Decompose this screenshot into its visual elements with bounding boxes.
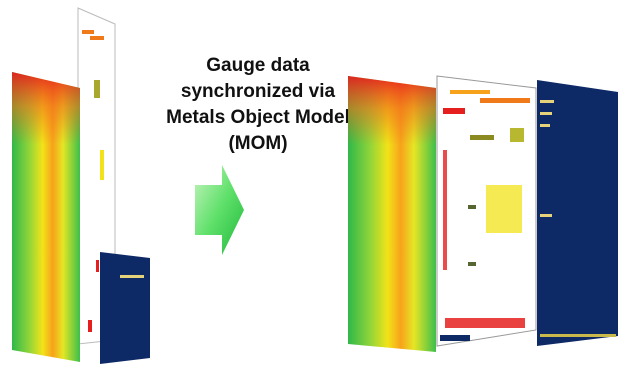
cell (94, 80, 100, 98)
source-panels (12, 8, 150, 364)
caption-line: Gauge data (206, 55, 310, 76)
navy-panel (100, 252, 150, 364)
caption: Gauge data synchronized via Metals Objec… (166, 55, 350, 154)
cell (90, 36, 104, 40)
heatmap-overlay (12, 72, 80, 362)
cell (440, 335, 470, 341)
cell (468, 205, 476, 209)
cell (480, 98, 530, 103)
cell (540, 100, 554, 103)
cell (88, 320, 92, 332)
cell (540, 334, 616, 337)
cell (470, 135, 494, 140)
heatmap-overlay (348, 76, 436, 352)
cell (443, 108, 465, 114)
caption-line: Metals Object Model (166, 107, 350, 128)
cell (443, 150, 447, 270)
cell (468, 262, 476, 266)
cell (82, 30, 94, 34)
cell (100, 150, 104, 180)
cell (96, 260, 99, 272)
cell (540, 124, 550, 127)
arrow (195, 165, 244, 255)
cell (120, 275, 144, 278)
caption-line: (MOM) (228, 133, 287, 154)
navy-panel (537, 80, 618, 346)
caption-line: synchronized via (181, 81, 336, 102)
cell (510, 128, 524, 142)
cell (540, 214, 552, 217)
diagram: Gauge data synchronized via Metals Objec… (0, 0, 621, 370)
cell (450, 90, 490, 94)
merged-panels (348, 76, 618, 352)
cell-cluster (486, 185, 522, 233)
cell (445, 318, 525, 328)
cell (540, 112, 552, 115)
